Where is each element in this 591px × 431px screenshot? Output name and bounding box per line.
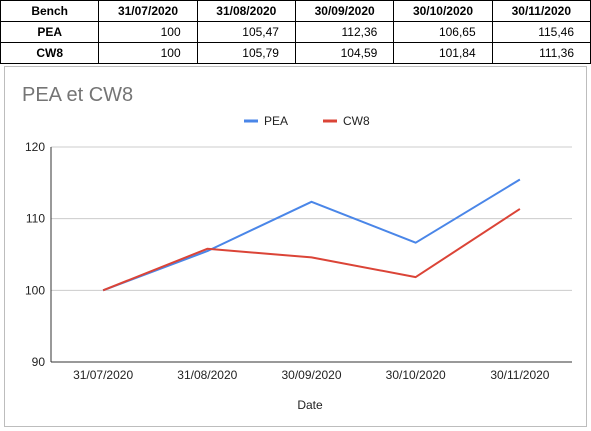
series-line-cw8 [102,208,521,292]
legend-label-cw8: CW8 [343,114,370,128]
bench-header-row: Bench 31/07/2020 31/08/2020 30/09/2020 3… [0,0,591,22]
x-tick-label: 30/09/2020 [281,368,341,382]
x-tick-label: 30/10/2020 [386,368,446,382]
row-label-cw8: CW8 [0,42,100,64]
header-cell-date-3: 30/09/2020 [294,0,395,22]
x-tick-label: 31/08/2020 [177,368,237,382]
y-tick-label: 90 [32,355,46,369]
x-axis-label: Date [297,398,323,412]
header-cell-date-2: 31/08/2020 [196,0,296,22]
header-cell-bench: Bench [0,0,100,22]
table-cell: 115,46 [491,21,591,43]
table-cell: 101,84 [393,42,493,64]
series-line-pea [102,178,521,292]
chart-series [102,178,521,292]
x-axis-ticks: 31/07/2020 31/08/2020 30/09/2020 30/10/2020… [73,368,550,382]
chart-legend: PEA CW8 [244,114,370,128]
table-cell: 105,79 [196,42,296,64]
table-cell: 106,65 [393,21,493,43]
bench-table: Bench 31/07/2020 31/08/2020 30/09/2020 3… [0,0,591,64]
row-label-pea: PEA [0,21,100,43]
line-chart-frame: PEA et CW8 PEA CW8 90 100 110 120 31/07/2020… [4,66,587,427]
x-tick-label: 30/11/2020 [490,368,549,382]
y-tick-label: 110 [26,212,45,226]
y-axis-ticks: 90 100 110 120 [25,140,45,369]
chart-title: PEA et CW8 [22,84,133,106]
line-chart: PEA et CW8 PEA CW8 90 100 110 120 31/07/2020… [22,84,572,412]
table-cell: 104,59 [294,42,395,64]
y-tick-label: 120 [25,140,45,154]
x-tick-label: 31/07/2020 [73,368,133,382]
chart-grid [50,146,572,363]
table-cell: 100 [98,21,198,43]
table-row-cw8: CW8 100 105,79 104,59 101,84 111,36 [0,42,591,64]
table-row-pea: PEA 100 105,47 112,36 106,65 115,46 [0,21,591,43]
header-cell-date-1: 31/07/2020 [98,0,198,22]
table-cell: 100 [98,42,198,64]
header-cell-date-4: 30/10/2020 [393,0,493,22]
table-cell: 105,47 [196,21,296,43]
table-cell: 112,36 [294,21,395,43]
header-cell-date-5: 30/11/2020 [491,0,591,22]
table-cell: 111,36 [491,42,591,64]
y-tick-label: 100 [25,283,45,297]
legend-label-pea: PEA [264,114,288,128]
